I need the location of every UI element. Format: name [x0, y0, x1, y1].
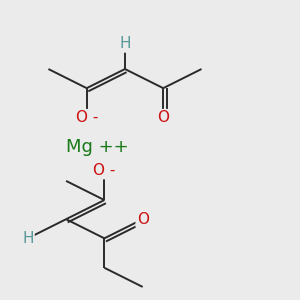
Text: O: O: [136, 212, 148, 227]
Text: H: H: [119, 37, 131, 52]
Text: Mg ++: Mg ++: [66, 138, 128, 156]
Text: O -: O -: [93, 163, 116, 178]
Text: O: O: [157, 110, 169, 125]
Text: O -: O -: [76, 110, 98, 125]
Text: H: H: [22, 231, 34, 246]
